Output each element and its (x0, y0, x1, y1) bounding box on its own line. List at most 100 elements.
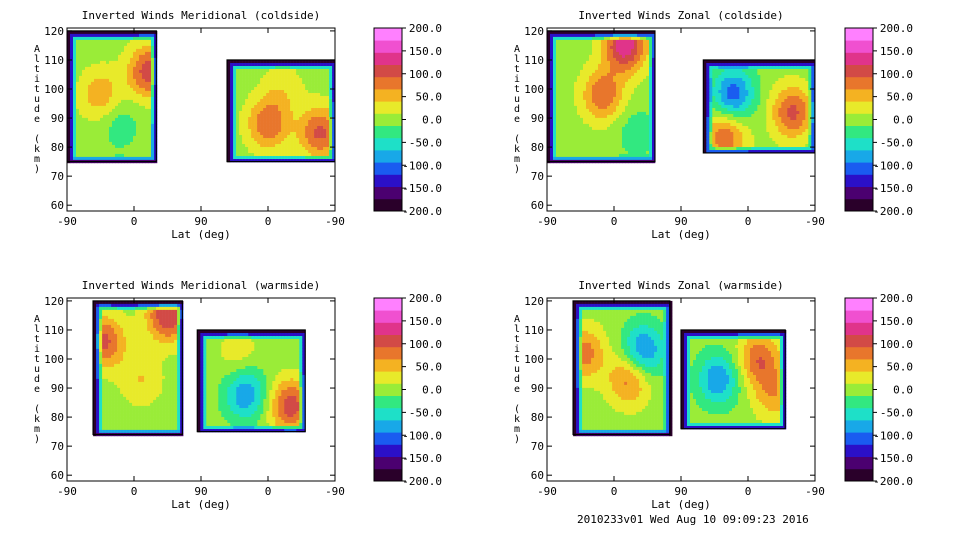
y-axis-label-char: m (514, 154, 520, 165)
x-tick-label: -90 (805, 485, 825, 498)
colorbar-swatch (845, 371, 873, 384)
colorbar-swatch (845, 444, 873, 457)
y-axis-label-char: u (34, 364, 40, 375)
y-tick-label: 110 (524, 54, 544, 67)
y-tick-label: 80 (531, 411, 544, 424)
y-tick-label: 60 (51, 199, 64, 212)
y-axis-label-char: t (514, 334, 520, 345)
colorbar-tick-label: 200.0 (880, 292, 913, 305)
colorbar-tick-label: -100.0 (873, 159, 913, 172)
y-axis-label-char: m (34, 424, 40, 435)
colorbar-tick-label: -50.0 (409, 136, 442, 149)
y-axis-label-char: t (514, 64, 520, 75)
y-tick-label: 110 (44, 54, 64, 67)
chart-title: Inverted Winds Zonal (coldside) (578, 9, 783, 22)
colorbar-tick-label: -200.0 (402, 205, 442, 218)
y-tick-label: 90 (531, 382, 544, 395)
y-axis-label-char: A (34, 314, 40, 325)
y-axis-label-char: t (34, 84, 40, 95)
colorbar-swatch (845, 198, 873, 212)
chart-panel: Inverted Winds Zonal (coldside) 60 70 80 90 1… (514, 9, 913, 241)
colorbar-swatch (845, 334, 873, 348)
y-axis-label-char: i (514, 74, 520, 85)
colorbar-swatch (845, 407, 873, 421)
y-tick-label: 100 (44, 83, 64, 96)
colorbar-swatch (374, 89, 402, 102)
y-axis-label-char: ) (514, 434, 520, 445)
colorbar-swatch (845, 310, 873, 323)
x-tick-label: 0 (745, 485, 752, 498)
data-block-outline (547, 30, 656, 163)
chart-title: Inverted Winds Meridional (warmside) (82, 279, 320, 292)
y-tick-label: 120 (44, 25, 64, 38)
y-tick-label: 90 (51, 382, 64, 395)
timestamp-label: 2010233v01 Wed Aug 10 09:09:23 2016 (577, 513, 809, 526)
y-tick-label: 100 (524, 353, 544, 366)
y-axis-label-char: A (514, 314, 520, 325)
contour-field (92, 300, 306, 437)
y-axis-label-char: l (34, 54, 40, 65)
y-axis-label-char: m (34, 154, 40, 165)
colorbar: 200.0 150.0 100.0 50.0 0.0 -50.0 -100.0 -150.0 -… (844, 292, 913, 488)
colorbar-swatch (374, 186, 402, 200)
y-tick-label: 70 (531, 170, 544, 183)
x-tick-label: 0 (131, 215, 138, 228)
chart-panel: Inverted Winds Zonal (warmside) 60 70 80 90 1… (514, 279, 913, 511)
y-axis-label-char: A (514, 44, 520, 55)
y-axis-label-char: ) (514, 164, 520, 175)
data-block-outline (680, 329, 786, 430)
y-axis-label-char: ( (514, 134, 520, 145)
y-axis-label-char: u (34, 94, 40, 105)
colorbar-swatch (845, 125, 873, 139)
y-axis-label-char: ) (34, 434, 40, 445)
colorbar-tick-label: -50.0 (880, 136, 913, 149)
contour-field (572, 300, 787, 437)
y-tick-label: 120 (524, 25, 544, 38)
colorbar: 200.0 150.0 100.0 50.0 0.0 -50.0 -100.0 -150.0 -… (373, 292, 442, 488)
colorbar-swatch (374, 174, 402, 187)
colorbar-tick-label: -150.0 (873, 452, 913, 465)
y-axis-label-char: t (34, 334, 40, 345)
colorbar-swatch (374, 383, 402, 396)
y-tick-label: 70 (51, 170, 64, 183)
colorbar-tick-label: -50.0 (880, 406, 913, 419)
colorbar-swatch (845, 174, 873, 187)
colorbar-tick-label: -200.0 (402, 475, 442, 488)
colorbar-tick-label: 150.0 (409, 45, 442, 58)
x-tick-label: -90 (57, 485, 77, 498)
colorbar-swatch (374, 468, 402, 482)
x-tick-label: -90 (537, 485, 557, 498)
colorbar-swatch (374, 162, 402, 175)
colorbar-swatch (845, 468, 873, 482)
x-tick-label: 0 (611, 485, 618, 498)
colorbar-swatch (374, 334, 402, 348)
y-axis-label-char: ( (34, 404, 40, 415)
colorbar-swatch (845, 432, 873, 445)
colorbar-tick-label: 100.0 (880, 68, 913, 81)
data-block-outline (196, 329, 306, 433)
y-axis-label-char: k (514, 414, 520, 425)
colorbar-swatch (374, 371, 402, 384)
x-tick-label: -90 (537, 215, 557, 228)
colorbar-tick-label: -100.0 (402, 429, 442, 442)
colorbar-tick-label: 200.0 (880, 22, 913, 35)
colorbar-tick-label: 100.0 (880, 338, 913, 351)
colorbar-tick-label: 0.0 (893, 384, 913, 397)
colorbar-swatch (845, 322, 873, 335)
colorbar-tick-label: 50.0 (887, 91, 914, 104)
y-axis-label-char: e (34, 384, 40, 395)
colorbar-tick-label: -200.0 (873, 205, 913, 218)
colorbar: 200.0 150.0 100.0 50.0 0.0 -50.0 -100.0 -150.0 -… (373, 22, 442, 218)
colorbar-swatch (845, 420, 873, 433)
colorbar-tick-label: -100.0 (873, 429, 913, 442)
colorbar-swatch (845, 113, 873, 126)
colorbar-swatch (845, 395, 873, 409)
y-tick-label: 110 (44, 324, 64, 337)
y-tick-label: 60 (531, 199, 544, 212)
y-axis-label-char: e (514, 114, 520, 125)
colorbar-tick-label: -150.0 (402, 182, 442, 195)
y-axis-label-char: t (34, 354, 40, 365)
y-tick-label: 100 (44, 353, 64, 366)
colorbar-tick-label: 200.0 (409, 292, 442, 305)
